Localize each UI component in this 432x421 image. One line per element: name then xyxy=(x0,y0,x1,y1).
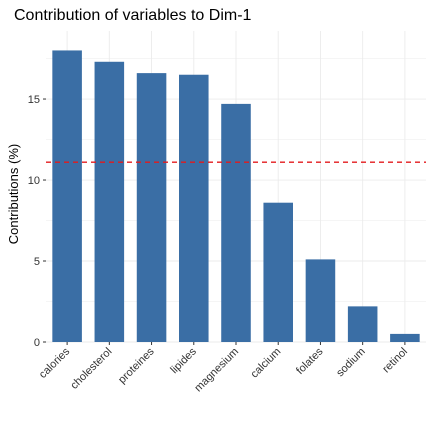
x-tick-label: sodium xyxy=(334,346,368,380)
chart-title: Contribution of variables to Dim-1 xyxy=(14,7,252,24)
x-tick-label: lipides xyxy=(168,345,199,376)
bar-magnesium xyxy=(221,104,251,342)
y-tick-label: 5 xyxy=(34,256,40,268)
x-tick-label: magnesium xyxy=(192,346,241,395)
y-axis-label: Contributions (%) xyxy=(6,144,21,244)
bar-folates xyxy=(306,259,336,342)
bar-lipides xyxy=(179,75,209,342)
y-tick-label: 15 xyxy=(28,94,40,106)
x-tick-label: folates xyxy=(294,345,326,377)
x-tick-label: calcium xyxy=(248,346,283,381)
x-tick-label: proteines xyxy=(116,345,157,386)
y-axis-ticks: 0 5 10 15 xyxy=(28,94,46,349)
x-tick-label: retinol xyxy=(380,346,410,376)
x-tick-label: cholesterol xyxy=(68,346,114,392)
bar-cholesterol xyxy=(95,62,125,342)
bar-calories xyxy=(52,50,82,342)
bar-proteines xyxy=(137,73,167,342)
bar-retinol xyxy=(390,334,420,342)
bar-sodium xyxy=(348,306,378,342)
y-tick-label: 0 xyxy=(34,337,40,349)
bar-calcium xyxy=(263,203,293,342)
x-tick-label: calories xyxy=(37,345,73,381)
y-tick-label: 10 xyxy=(28,175,40,187)
